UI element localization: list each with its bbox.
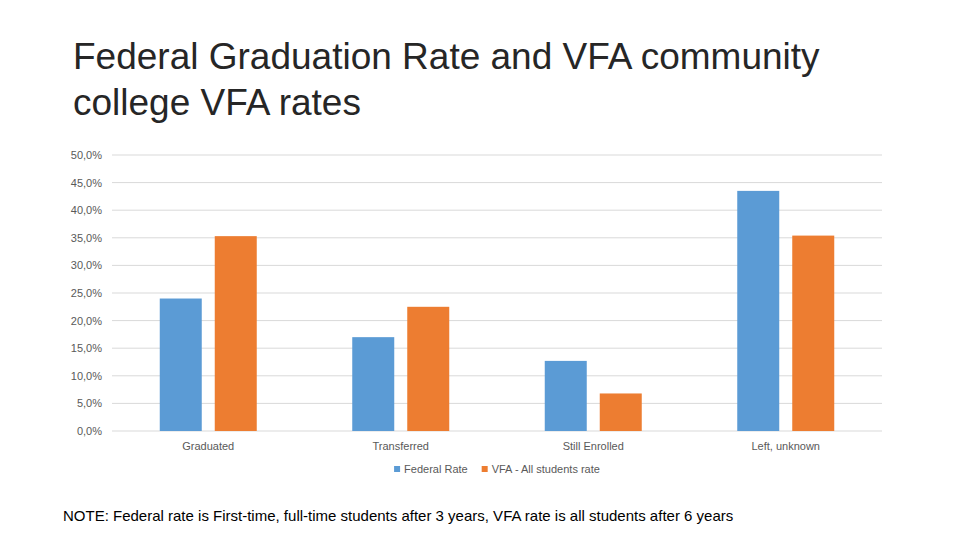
bar [737,191,779,431]
grid-line [112,182,882,183]
x-tick-label: Still Enrolled [563,440,624,452]
bar [160,299,202,431]
y-tick-label: 20,0% [71,315,102,327]
bar [215,236,257,431]
chart-title: Federal Graduation Rate and VFA communit… [73,34,903,126]
y-tick-label: 25,0% [71,287,102,299]
grid-line [112,155,882,156]
legend-label: VFA - All students rate [492,463,600,475]
note: NOTE: Federal rate is First-time, full-t… [63,507,733,524]
bars [160,191,835,431]
legend-swatch [394,466,400,472]
bar [792,236,834,431]
legend-swatch [482,466,488,472]
y-tick-label: 40,0% [71,204,102,216]
y-tick-label: 5,0% [77,397,102,409]
y-tick-label: 45,0% [71,177,102,189]
x-tick-label: Transferred [373,440,429,452]
x-tick-label: Left, unknown [752,440,821,452]
chart-svg: 0,0% 5,0% 10,0% 15,0% 20,0% 25,0% 30,0% 35,0% 40… [0,0,960,540]
y-tick-label: 0,0% [77,425,102,437]
bar [407,307,449,431]
legend-label: Federal Rate [404,463,468,475]
y-tick-label: 15,0% [71,342,102,354]
bar [600,393,642,431]
bar [352,337,394,431]
y-tick-label: 10,0% [71,370,102,382]
x-tick-label: Graduated [182,440,234,452]
y-tick-label: 35,0% [71,232,102,244]
y-tick-label: 30,0% [71,259,102,271]
legend: Federal Rate VFA - All students rate [394,463,600,475]
bar [545,361,587,431]
y-tick-label: 50,0% [71,149,102,161]
